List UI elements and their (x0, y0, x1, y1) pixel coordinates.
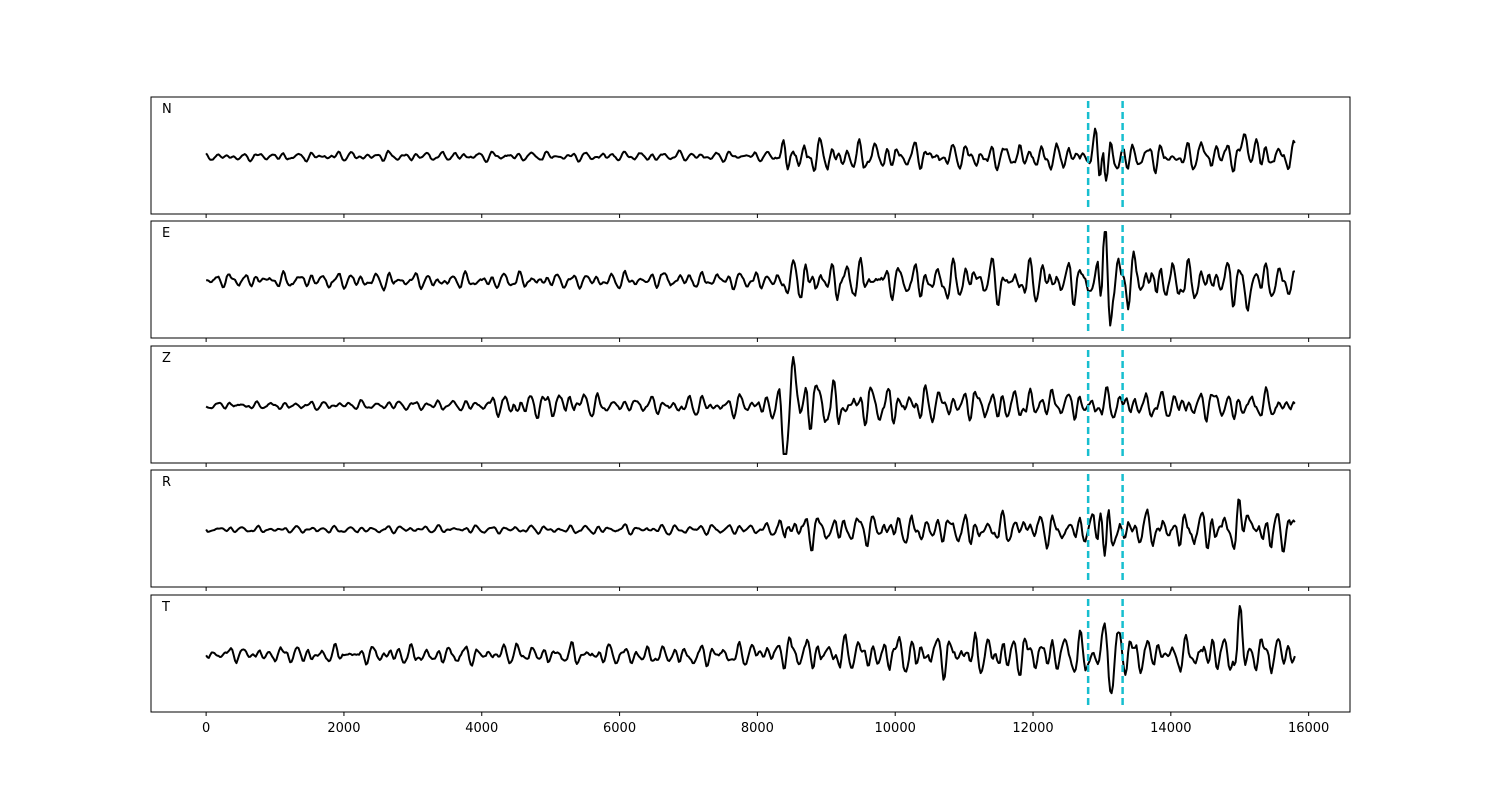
x-tick-label: 10000 (875, 721, 916, 736)
x-tick-label: 6000 (603, 721, 636, 736)
panel-frame (150, 469, 1351, 588)
x-tick-label: 4000 (465, 721, 498, 736)
panel-t: T (150, 594, 1351, 716)
panel-label: E (162, 226, 170, 241)
x-tick-label: 2000 (327, 721, 360, 736)
waveform-e (206, 231, 1296, 327)
x-tick-label: 12000 (1012, 721, 1053, 736)
waveform-r (205, 498, 1296, 557)
panel-label: R (162, 475, 171, 490)
waveform-z (205, 356, 1296, 455)
x-tick-label: 16000 (1288, 721, 1329, 736)
x-tick-label: 0 (202, 721, 210, 736)
waveform-panels: N E Z R T (150, 96, 1351, 716)
panel-frame (150, 345, 1351, 464)
panel-z: Z (150, 345, 1351, 467)
panel-frame (150, 96, 1351, 215)
panel-label: N (162, 102, 172, 117)
panel-e: E (150, 220, 1351, 342)
panel-r: R (150, 469, 1351, 591)
panel-frame (150, 594, 1351, 713)
panel-label: T (161, 600, 170, 615)
waveform-n (205, 127, 1296, 182)
panel-label: Z (162, 351, 171, 366)
panel-n: N (150, 96, 1351, 218)
waveform-t (205, 605, 1296, 695)
x-axis: 0 2000 4000 6000 8000 10000 12000 14000 16000 (202, 721, 1329, 736)
x-tick-label: 14000 (1150, 721, 1191, 736)
x-tick-label: 8000 (741, 721, 774, 736)
panel-frame (150, 220, 1351, 339)
